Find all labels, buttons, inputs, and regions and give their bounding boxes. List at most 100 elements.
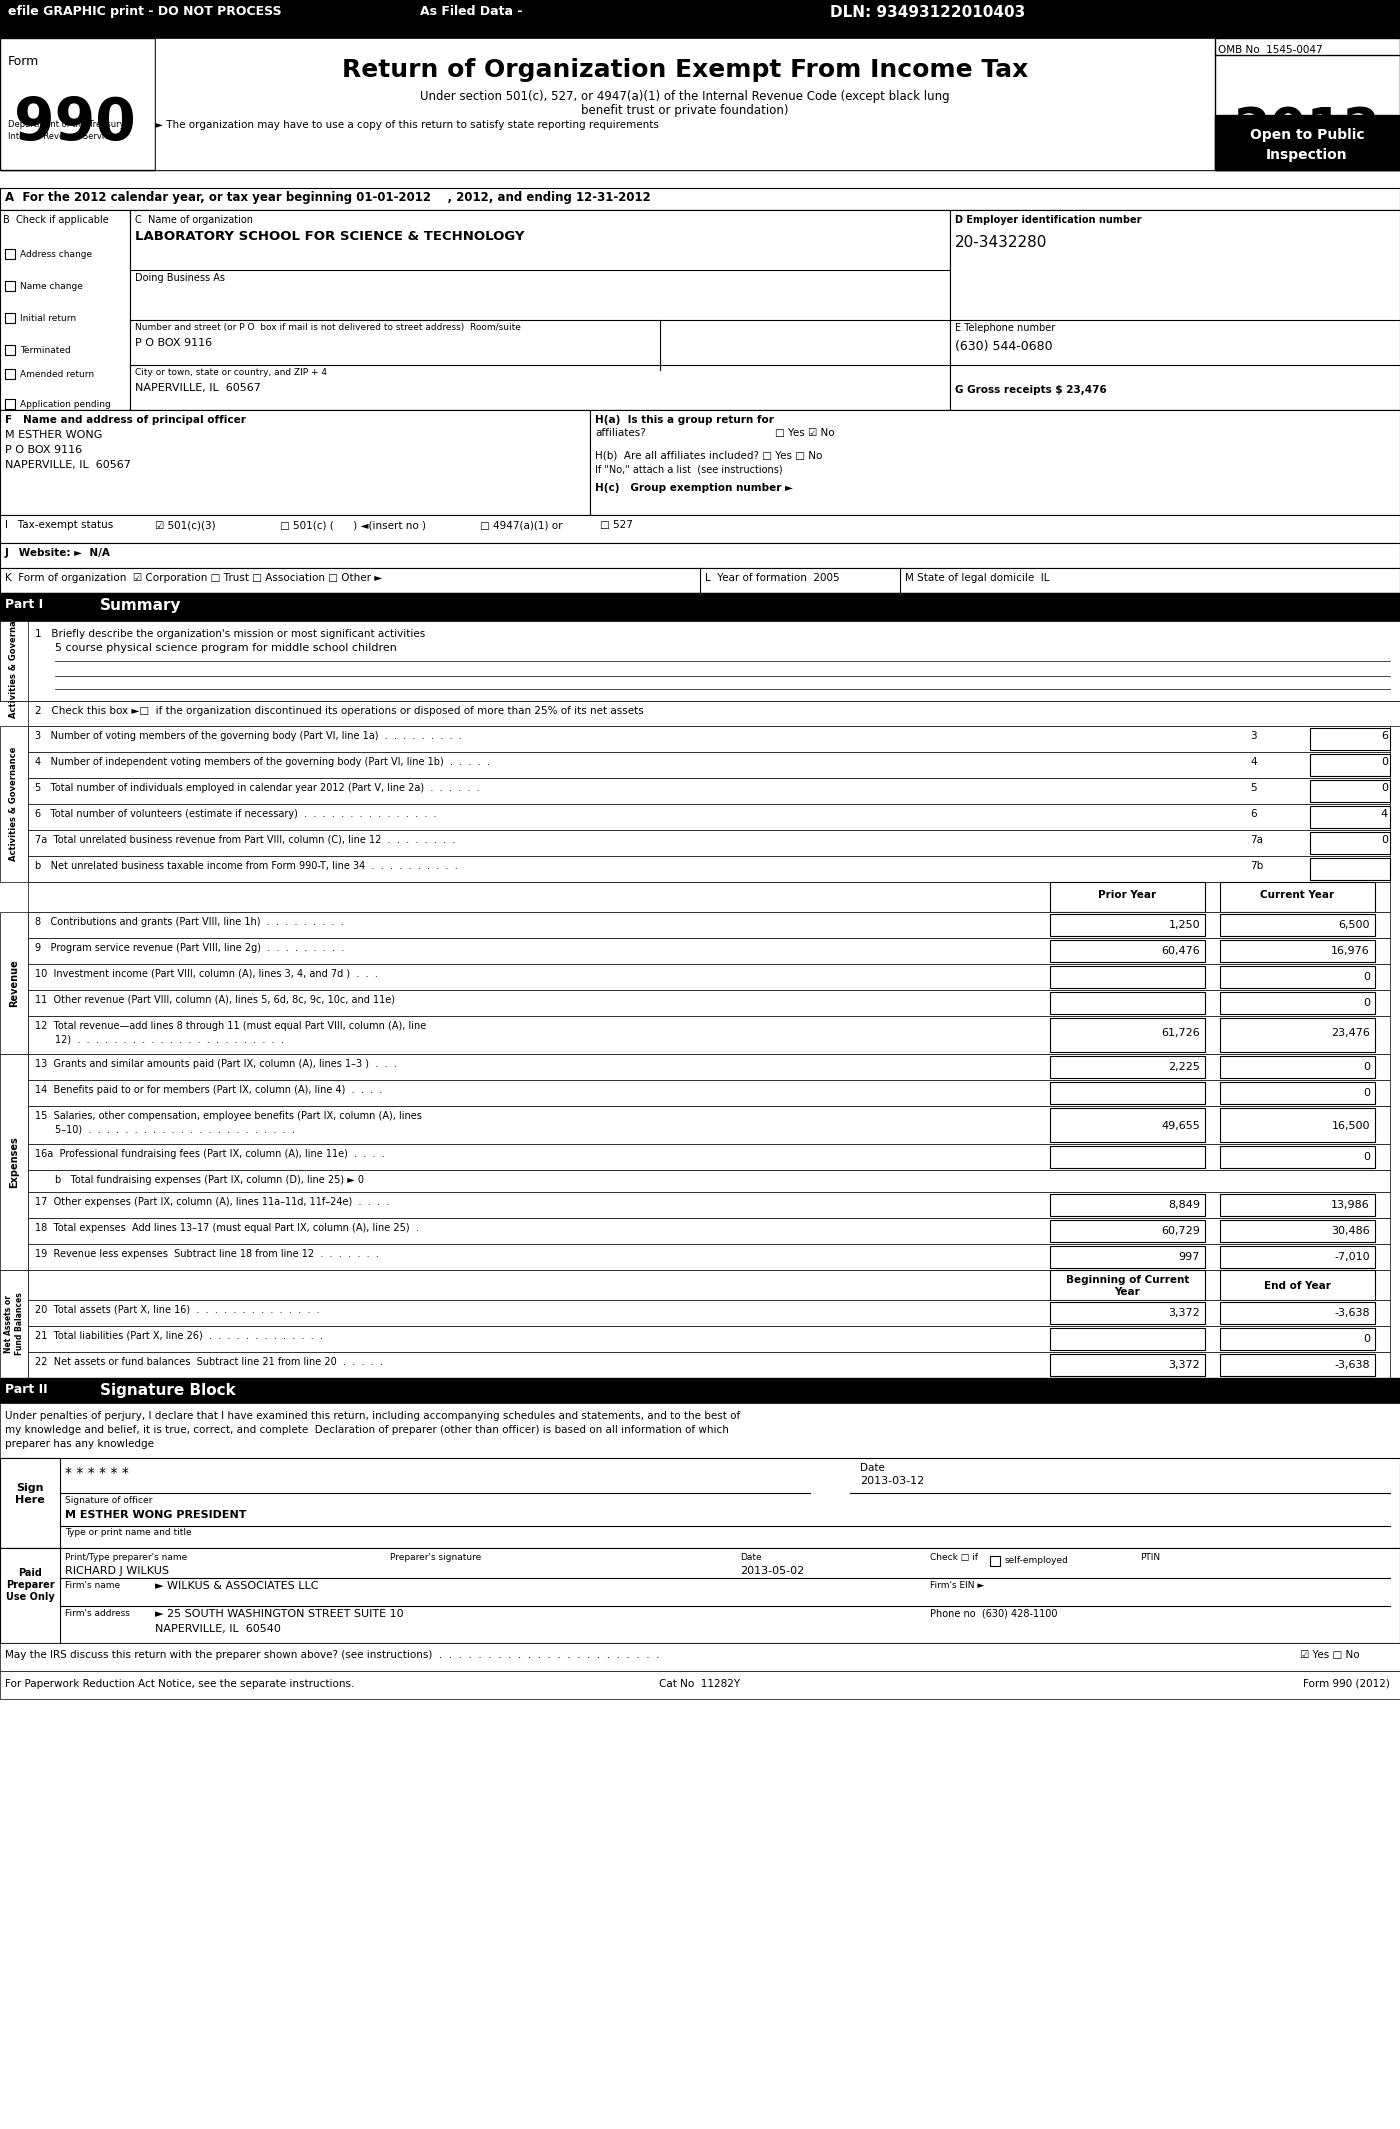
Text: 2013-05-02: 2013-05-02	[741, 1567, 804, 1575]
Bar	[28, 805, 1390, 830]
Bar	[990, 1556, 1000, 1567]
Text: 9   Program service revenue (Part VIII, line 2g)  .  .  .  .  .  .  .  .  .: 9 Program service revenue (Part VIII, li…	[35, 943, 344, 954]
Bar	[1050, 1056, 1205, 1077]
Text: Terminated: Terminated	[20, 347, 71, 356]
Text: Signature of officer: Signature of officer	[64, 1497, 153, 1505]
Bar	[28, 1192, 1390, 1218]
Bar	[1219, 1328, 1375, 1350]
Text: 14  Benefits paid to or for members (Part IX, column (A), line 4)  .  .  .  .: 14 Benefits paid to or for members (Part…	[35, 1086, 382, 1094]
Bar	[1310, 832, 1390, 854]
Text: Type or print name and title: Type or print name and title	[64, 1529, 192, 1537]
Text: G Gross receipts $ 23,476: G Gross receipts $ 23,476	[955, 385, 1107, 396]
Bar	[28, 777, 1390, 805]
Bar	[0, 1548, 60, 1644]
Text: Return of Organization Exempt From Income Tax: Return of Organization Exempt From Incom…	[342, 57, 1028, 83]
Text: 3,372: 3,372	[1168, 1307, 1200, 1318]
Bar	[6, 249, 15, 260]
Bar	[1215, 38, 1400, 170]
Text: Inspection: Inspection	[1266, 149, 1348, 162]
Text: efile GRAPHIC print - DO NOT PROCESS: efile GRAPHIC print - DO NOT PROCESS	[8, 4, 281, 17]
Bar	[1050, 1354, 1205, 1375]
Bar	[28, 830, 1390, 856]
Bar	[1310, 728, 1390, 749]
Bar	[6, 398, 15, 409]
Text: 11  Other revenue (Part VIII, column (A), lines 5, 6d, 8c, 9c, 10c, and 11e): 11 Other revenue (Part VIII, column (A),…	[35, 994, 395, 1005]
Text: ► WILKUS & ASSOCIATES LLC: ► WILKUS & ASSOCIATES LLC	[155, 1582, 319, 1590]
Text: 0: 0	[1364, 1152, 1371, 1162]
Text: Under section 501(c), 527, or 4947(a)(1) of the Internal Revenue Code (except bl: Under section 501(c), 527, or 4947(a)(1)…	[420, 89, 949, 102]
Bar	[28, 911, 1390, 939]
Bar	[0, 1644, 1400, 1671]
Text: D Employer identification number: D Employer identification number	[955, 215, 1141, 226]
Bar	[28, 990, 1390, 1016]
Text: 1   Briefly describe the organization's mission or most significant activities: 1 Briefly describe the organization's mi…	[35, 628, 426, 639]
Bar	[28, 726, 1390, 752]
Text: * * * * * *: * * * * * *	[64, 1467, 129, 1480]
Text: 5 course physical science program for middle school children: 5 course physical science program for mi…	[55, 643, 396, 654]
Text: 2,225: 2,225	[1168, 1062, 1200, 1073]
Text: Net Assets or
Fund Balances: Net Assets or Fund Balances	[4, 1292, 24, 1356]
Bar	[0, 211, 1400, 411]
Text: If "No," attach a list  (see instructions): If "No," attach a list (see instructions…	[595, 464, 783, 475]
Text: □ Yes ☑ No: □ Yes ☑ No	[776, 428, 834, 439]
Text: 2013-03-12: 2013-03-12	[860, 1475, 924, 1486]
Text: 7b: 7b	[1250, 860, 1263, 871]
Text: A  For the 2012 calendar year, or tax year beginning 01-01-2012    , 2012, and e: A For the 2012 calendar year, or tax yea…	[6, 192, 651, 204]
Text: K  Form of organization  ☑ Corporation □ Trust □ Association □ Other ►: K Form of organization ☑ Corporation □ T…	[6, 573, 382, 583]
Bar	[0, 211, 130, 411]
Text: 2   Check this box ►□  if the organization discontinued its operations or dispos: 2 Check this box ►□ if the organization …	[35, 707, 644, 715]
Text: 30,486: 30,486	[1331, 1226, 1371, 1237]
Text: 12  Total revenue—add lines 8 through 11 (must equal Part VIII, column (A), line: 12 Total revenue—add lines 8 through 11 …	[35, 1022, 426, 1030]
Text: 6: 6	[1250, 809, 1257, 820]
Text: 49,655: 49,655	[1161, 1122, 1200, 1130]
Text: 19  Revenue less expenses  Subtract line 18 from line 12  .  .  .  .  .  .  .: 19 Revenue less expenses Subtract line 1…	[35, 1250, 379, 1258]
Bar	[28, 1105, 1390, 1143]
Bar	[0, 187, 1400, 211]
Text: 18  Total expenses  Add lines 13–17 (must equal Part IX, column (A), line 25)  .: 18 Total expenses Add lines 13–17 (must …	[35, 1222, 419, 1233]
Text: 20  Total assets (Part X, line 16)  .  .  .  .  .  .  .  .  .  .  .  .  .  .: 20 Total assets (Part X, line 16) . . . …	[35, 1305, 319, 1316]
Text: (630) 544-0680: (630) 544-0680	[955, 341, 1053, 353]
Text: Form: Form	[8, 55, 39, 68]
Bar	[28, 1171, 1390, 1192]
Bar	[1050, 913, 1205, 937]
Text: H(b)  Are all affiliates included? □ Yes □ No: H(b) Are all affiliates included? □ Yes …	[595, 449, 822, 460]
Text: 21  Total liabilities (Part X, line 26)  .  .  .  .  .  .  .  .  .  .  .  .  .: 21 Total liabilities (Part X, line 26) .…	[35, 1331, 323, 1341]
Bar	[1219, 1145, 1375, 1169]
Bar	[0, 411, 1400, 515]
Text: preparer has any knowledge: preparer has any knowledge	[6, 1439, 154, 1450]
Bar	[155, 38, 1215, 170]
Text: H(a)  Is this a group return for: H(a) Is this a group return for	[595, 415, 774, 426]
Bar	[0, 515, 1400, 543]
Bar	[28, 1016, 1390, 1054]
Bar	[589, 411, 1400, 515]
Bar	[1219, 1303, 1375, 1324]
Bar	[0, 1271, 28, 1377]
Text: City or town, state or country, and ZIP + 4: City or town, state or country, and ZIP …	[134, 368, 328, 377]
Bar	[1219, 1245, 1375, 1269]
Bar	[0, 543, 1400, 568]
Bar	[1219, 913, 1375, 937]
Text: 0: 0	[1380, 835, 1387, 845]
Text: Preparer: Preparer	[6, 1580, 55, 1590]
Text: Activities & Governance: Activities & Governance	[10, 605, 18, 717]
Text: Phone no  (630) 428-1100: Phone no (630) 428-1100	[930, 1610, 1057, 1618]
Text: 0: 0	[1364, 973, 1371, 981]
Text: M State of legal domicile  IL: M State of legal domicile IL	[904, 573, 1050, 583]
Bar	[28, 1143, 1390, 1171]
Bar	[1050, 1194, 1205, 1216]
Bar	[0, 1458, 1400, 1548]
Text: 0: 0	[1364, 1335, 1371, 1343]
Bar	[28, 1352, 1390, 1377]
Bar	[0, 411, 589, 515]
Text: 0: 0	[1364, 1088, 1371, 1099]
Text: benefit trust or private foundation): benefit trust or private foundation)	[581, 104, 788, 117]
Bar	[1050, 1303, 1205, 1324]
Text: -7,010: -7,010	[1334, 1252, 1371, 1262]
Bar	[0, 594, 1400, 622]
Bar	[0, 1671, 1400, 1699]
Bar	[0, 1054, 28, 1271]
Bar	[1219, 1107, 1375, 1141]
Bar	[951, 211, 1400, 411]
Bar	[1050, 967, 1205, 988]
Text: F   Name and address of principal officer: F Name and address of principal officer	[6, 415, 246, 426]
